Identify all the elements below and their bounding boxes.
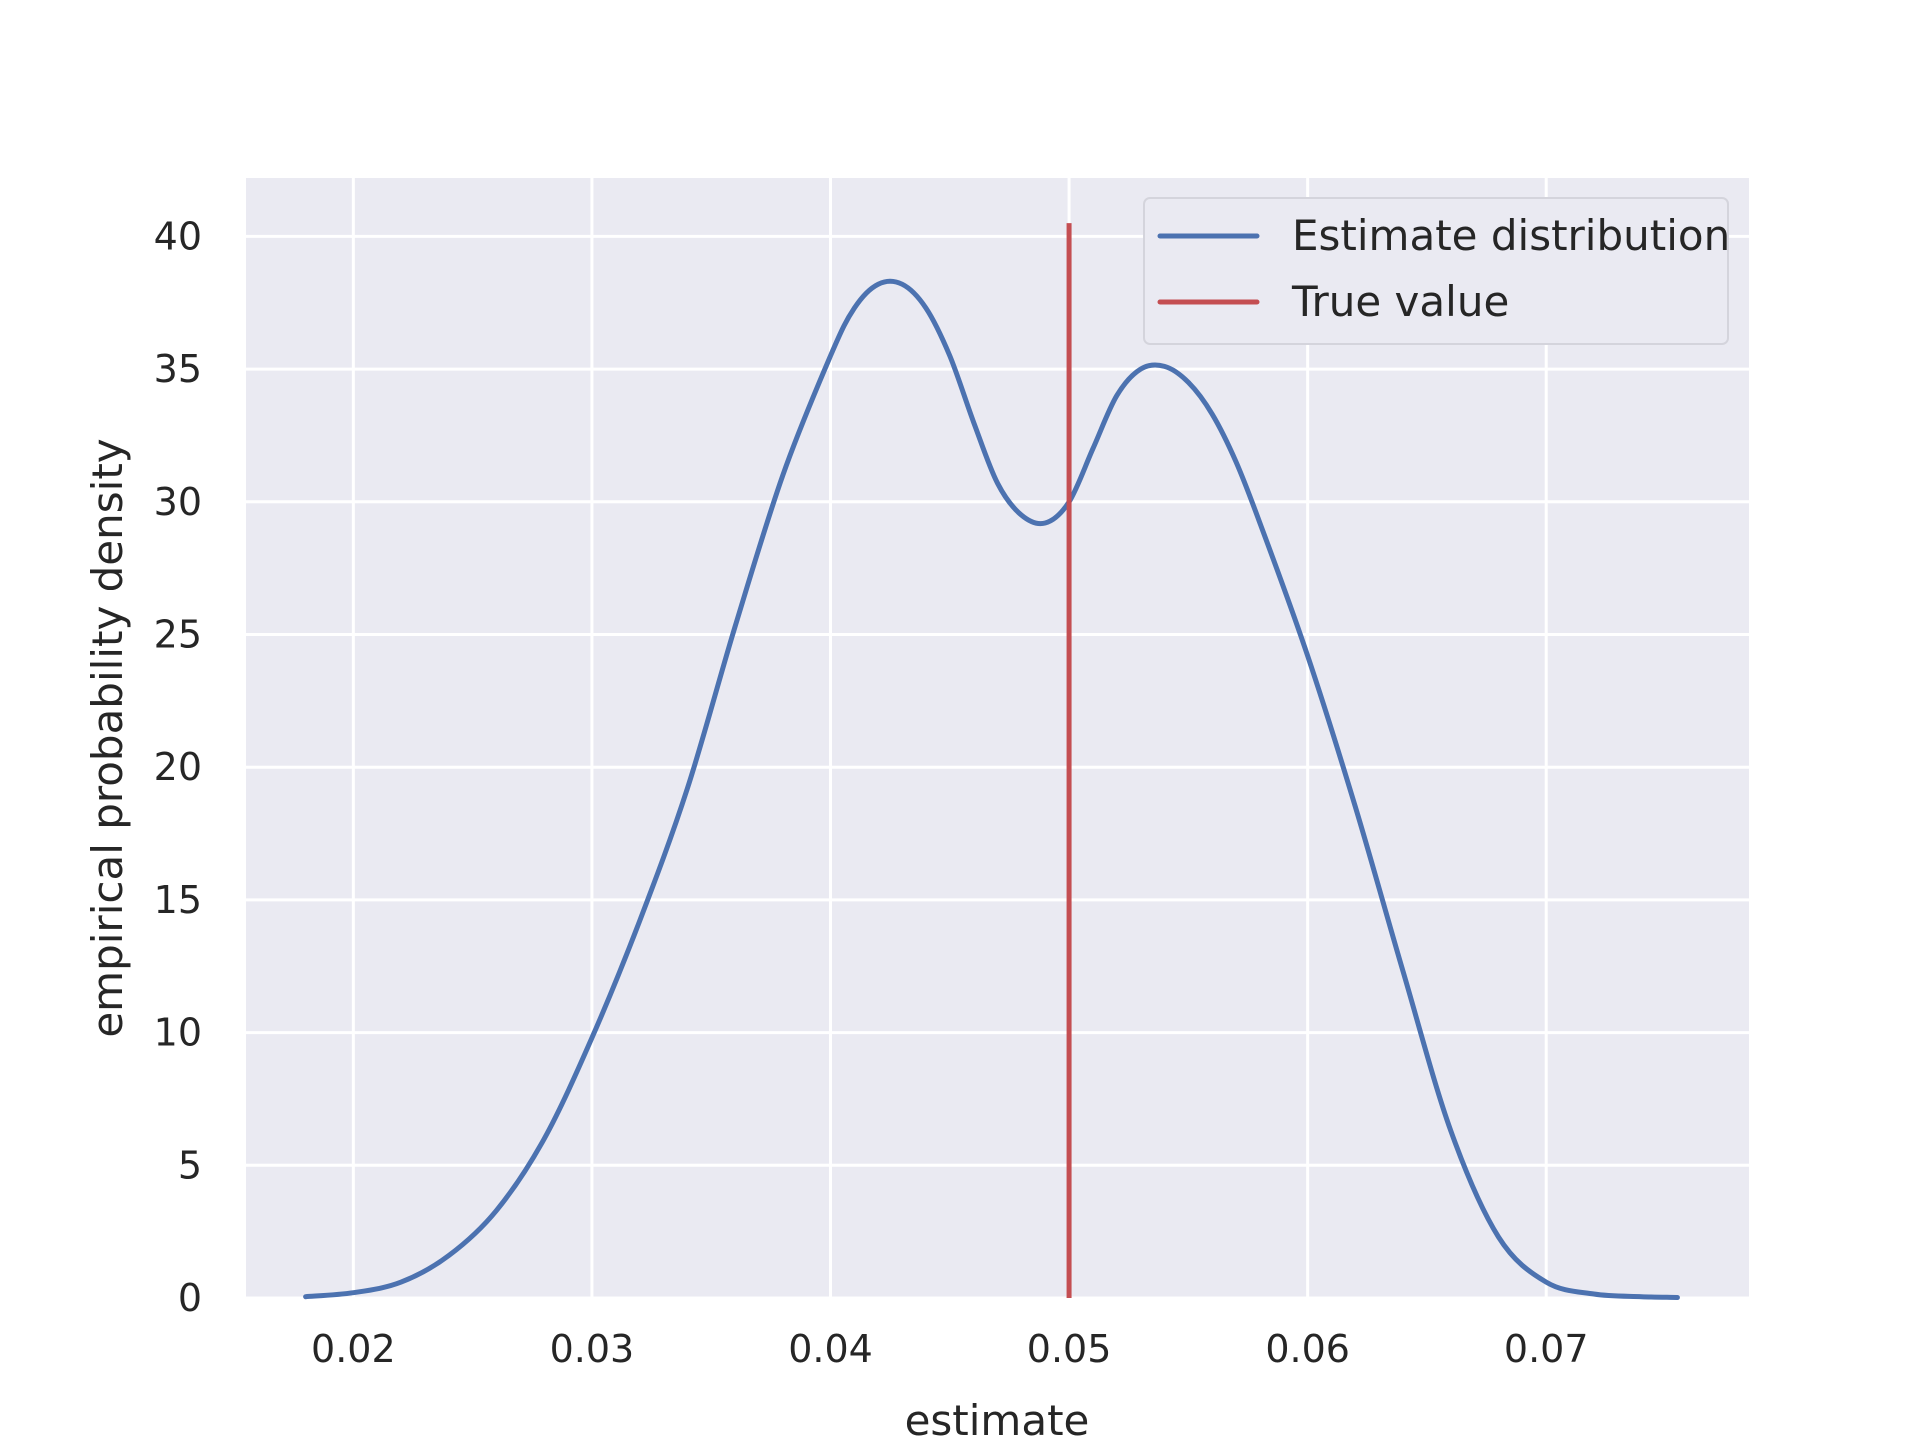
y-tick-label-8: 40	[154, 214, 202, 258]
y-tick-labels: 0 5 10 15 20 25 30 35 40	[154, 214, 202, 1320]
legend-label-true-value: True value	[1291, 277, 1509, 326]
x-tick-label-5: 0.07	[1504, 1327, 1589, 1371]
y-tick-label-2: 10	[154, 1011, 202, 1055]
x-tick-label-0: 0.02	[311, 1327, 396, 1371]
y-tick-label-5: 25	[154, 612, 202, 656]
x-tick-label-1: 0.03	[550, 1327, 635, 1371]
plot-background	[246, 178, 1749, 1298]
legend-label-estimate: Estimate distribution	[1292, 211, 1730, 260]
series-layer	[303, 223, 1680, 1300]
x-tick-label-4: 0.06	[1265, 1327, 1350, 1371]
y-axis-label: empirical probability density	[83, 438, 132, 1037]
y-tick-label-1: 5	[178, 1143, 202, 1187]
y-tick-label-7: 35	[154, 347, 202, 391]
x-axis-label: estimate	[905, 1396, 1090, 1440]
y-tick-label-3: 15	[154, 878, 202, 922]
y-tick-label-6: 30	[154, 480, 202, 524]
legend: Estimate distribution True value	[1143, 197, 1730, 345]
estimate-distribution-line	[303, 278, 1680, 1300]
y-tick-label-4: 20	[154, 745, 202, 789]
legend-box	[1143, 197, 1729, 345]
x-tick-label-3: 0.05	[1027, 1327, 1112, 1371]
y-gridlines	[246, 234, 1749, 1300]
x-tick-label-2: 0.04	[788, 1327, 873, 1371]
y-tick-label-0: 0	[178, 1276, 202, 1320]
x-tick-labels: 0.02 0.03 0.04 0.05 0.06 0.07	[311, 1327, 1588, 1371]
